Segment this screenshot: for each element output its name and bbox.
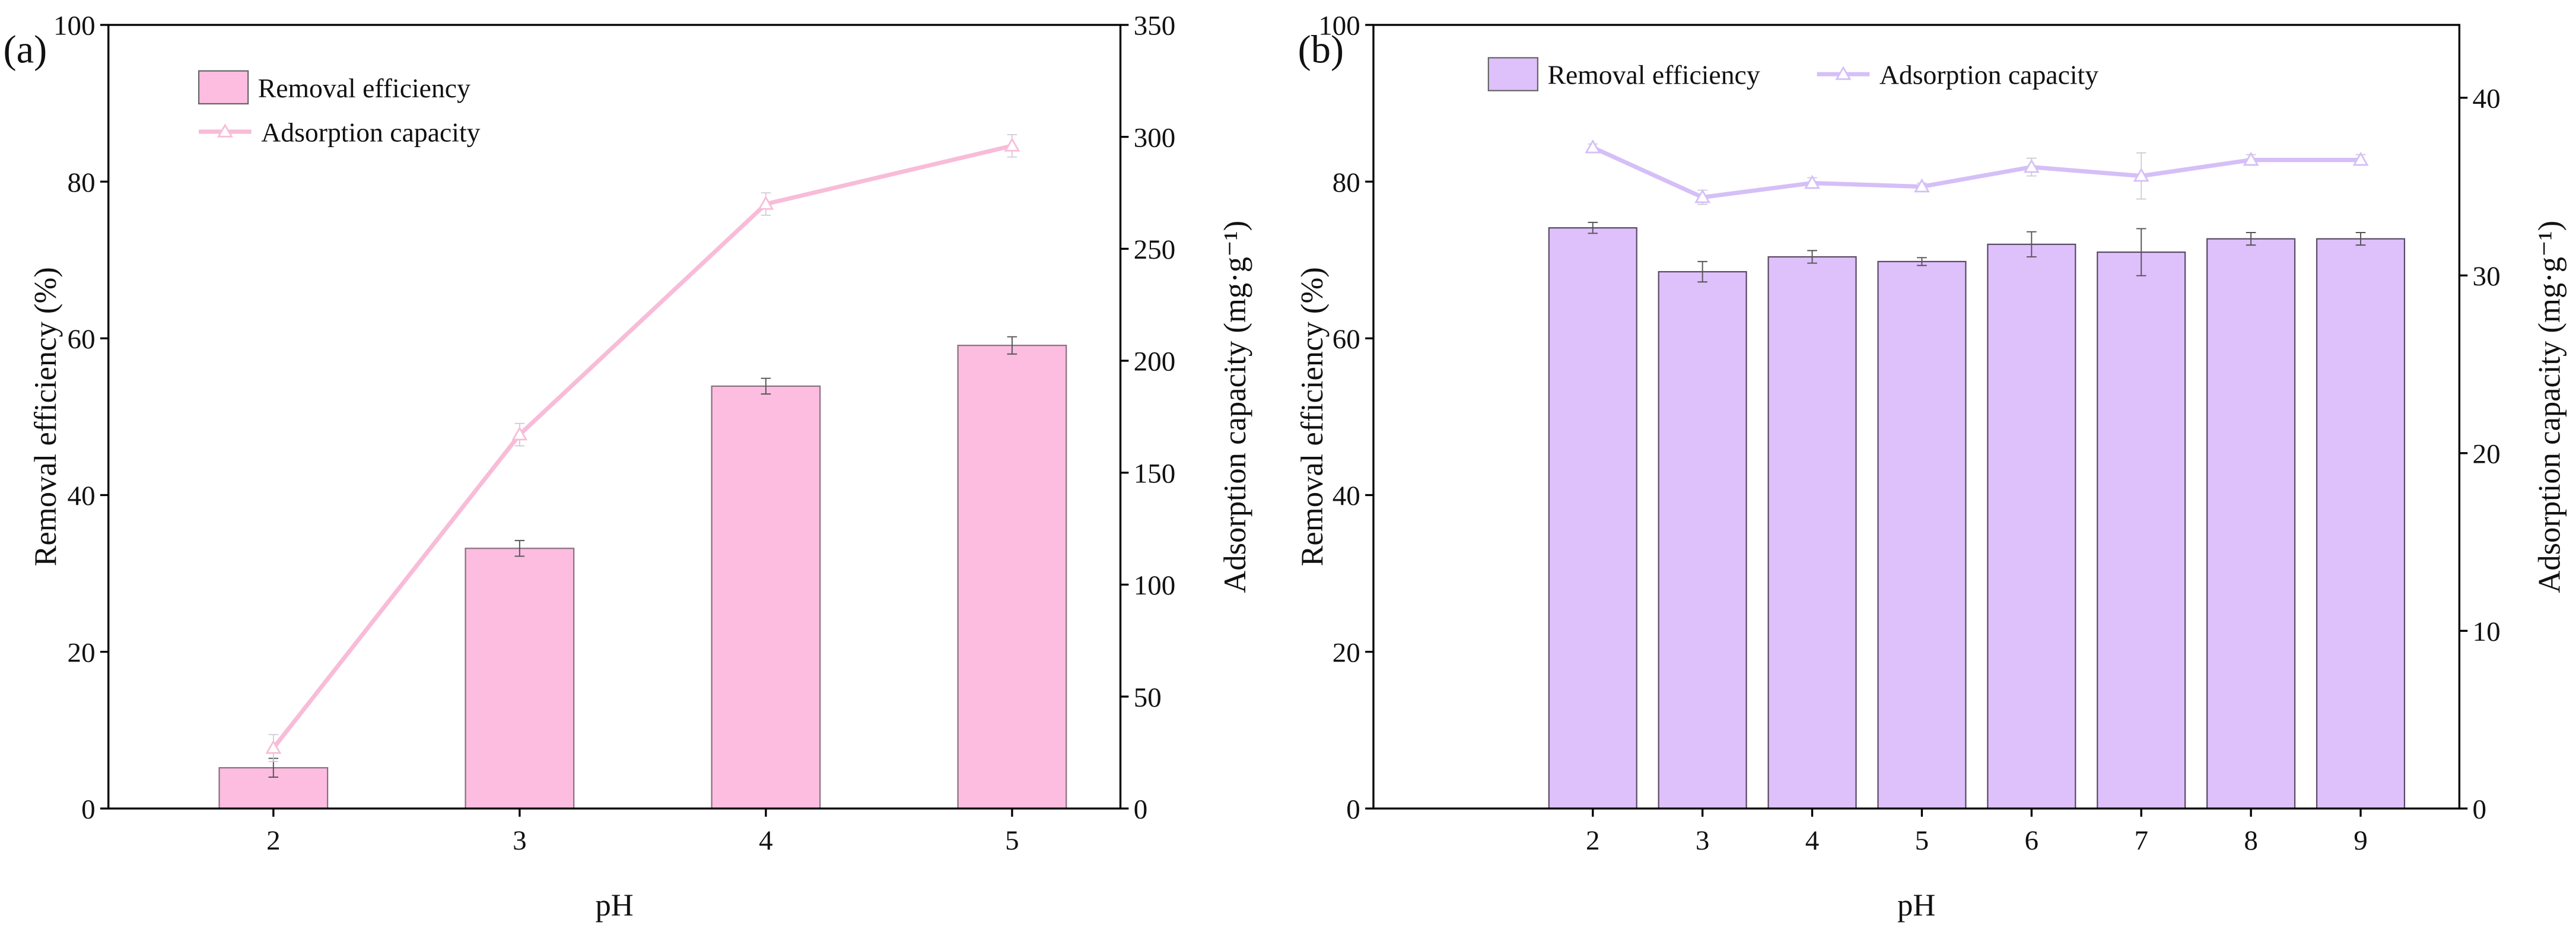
triangle-marker <box>511 426 528 441</box>
x-tick-label: 2 <box>1586 825 1600 856</box>
triangle-marker <box>1004 137 1020 152</box>
bar <box>1767 256 1857 809</box>
legend-label: Removal efficiency <box>1548 60 1760 90</box>
bar <box>1987 243 2076 809</box>
bar-error-bar <box>761 377 771 395</box>
y-right-tick-label: 300 <box>1134 122 1176 153</box>
bar <box>2316 238 2406 809</box>
y-left-tick-label: 20 <box>1332 637 1360 668</box>
triangle-marker <box>1585 139 1601 154</box>
legend-label: Adsorption capacity <box>1879 60 2098 90</box>
y-left-tick-label: 100 <box>1318 11 1360 42</box>
bar-error-bar <box>2027 231 2037 257</box>
y-right-tick-label: 30 <box>2473 261 2501 292</box>
bar-error-bar <box>1917 257 1927 266</box>
x-tick-label: 3 <box>513 825 527 856</box>
bar-error-bar <box>2246 232 2256 246</box>
legend: Removal efficiency Adsorption capacity <box>198 70 481 148</box>
y-right-tick-label: 0 <box>1134 794 1148 825</box>
y-left-axis-label: Removal efficiency (%) <box>1295 267 1330 566</box>
y-left-tick-label: 60 <box>68 324 96 355</box>
x-axis-label: pH <box>1897 888 1935 923</box>
y-left-tick-label: 60 <box>1332 324 1360 355</box>
capacity-line <box>1592 145 2361 200</box>
x-tick-label: 5 <box>1915 825 1929 856</box>
bar-error-bar <box>1588 221 1598 234</box>
x-tick-label: 9 <box>2354 825 2368 856</box>
y-right-tick-label: 0 <box>2473 794 2487 825</box>
x-tick-label: 7 <box>2134 825 2148 856</box>
bar-error-bar <box>1807 250 1817 264</box>
panel-label: (a) <box>4 28 47 72</box>
triangle-marker <box>1694 189 1711 203</box>
triangle-marker <box>2023 158 2040 173</box>
y-right-tick-label: 20 <box>2473 438 2501 469</box>
bar <box>2097 251 2186 809</box>
y-right-axis-label: Adsorption capacity (mg·g⁻¹) <box>1218 221 1252 593</box>
y-right-tick-label: 10 <box>2473 616 2501 647</box>
legend-label: Removal efficiency <box>258 73 470 103</box>
legend-bar-swatch <box>198 70 249 105</box>
triangle-marker <box>1804 174 1821 189</box>
y-left-tick-label: 0 <box>81 794 96 825</box>
triangle-marker <box>2352 151 2369 166</box>
y-right-tick-label: 40 <box>2473 83 2501 114</box>
y-right-axis-label: Adsorption capacity (mg·g⁻¹) <box>2532 221 2567 593</box>
plot-frame <box>1372 24 2461 810</box>
panel-a: 0 20 40 60 80 100 0 50 100 150 200 250 300 350 2 3 4 5 pH R… <box>4 11 1252 923</box>
x-tick-label: 8 <box>2244 825 2258 856</box>
y-right-tick-label: 350 <box>1134 11 1176 42</box>
bar <box>1548 227 1637 809</box>
plot-frame <box>107 24 1122 810</box>
y-left-tick-label: 20 <box>68 637 96 668</box>
legend-bar-swatch <box>1487 57 1539 91</box>
y-right-tick-label: 200 <box>1134 346 1176 377</box>
y-right-tick-label: 100 <box>1134 570 1176 601</box>
triangle-marker <box>265 740 282 754</box>
x-tick-label: 2 <box>266 825 281 856</box>
bar <box>1658 271 1747 809</box>
bar <box>2206 238 2296 809</box>
y-right-tick-label: 50 <box>1134 682 1162 713</box>
legend-label: Adsorption capacity <box>261 117 480 148</box>
capacity-line <box>272 144 1013 750</box>
bar <box>711 385 821 809</box>
x-tick-label: 4 <box>759 825 773 856</box>
bar-error-bar <box>2355 232 2366 246</box>
x-tick-label: 6 <box>2025 825 2039 856</box>
triangle-marker <box>2243 151 2259 166</box>
legend-triangle-marker <box>217 123 233 138</box>
y-right-tick-label: 150 <box>1134 458 1176 489</box>
triangle-marker <box>2133 167 2149 182</box>
bar <box>957 345 1067 809</box>
bar-error-bar <box>2136 228 2146 276</box>
legend-triangle-marker <box>1835 66 1852 80</box>
x-tick-label: 4 <box>1805 825 1820 856</box>
x-tick-label: 3 <box>1696 825 1710 856</box>
bar-error-bar <box>1007 336 1017 355</box>
y-right-tick-label: 250 <box>1134 234 1176 265</box>
y-left-tick-label: 40 <box>1332 481 1360 511</box>
x-tick-label: 5 <box>1005 825 1019 856</box>
bar <box>465 548 575 809</box>
panel-b: 0 20 40 60 80 100 0 10 20 30 40 2 3 4 5 6 7 8 9 pH Removal e… <box>1295 11 2567 923</box>
triangle-marker <box>1913 178 1930 193</box>
x-axis-label: pH <box>595 888 633 923</box>
legend: Removal efficiency Adsorption capacity <box>1487 57 2098 91</box>
bar-error-bar <box>514 540 525 557</box>
y-left-tick-label: 100 <box>53 11 96 42</box>
bar-error-bar <box>1697 260 1707 283</box>
bar <box>1877 260 1967 809</box>
y-left-axis-label: Removal efficiency (%) <box>28 267 63 566</box>
y-left-tick-label: 40 <box>68 481 96 511</box>
y-left-tick-label: 80 <box>1332 167 1360 198</box>
triangle-marker <box>758 196 774 210</box>
panel-label: (b) <box>1298 28 1344 72</box>
y-left-tick-label: 80 <box>68 167 96 198</box>
y-left-tick-label: 0 <box>1346 794 1360 825</box>
